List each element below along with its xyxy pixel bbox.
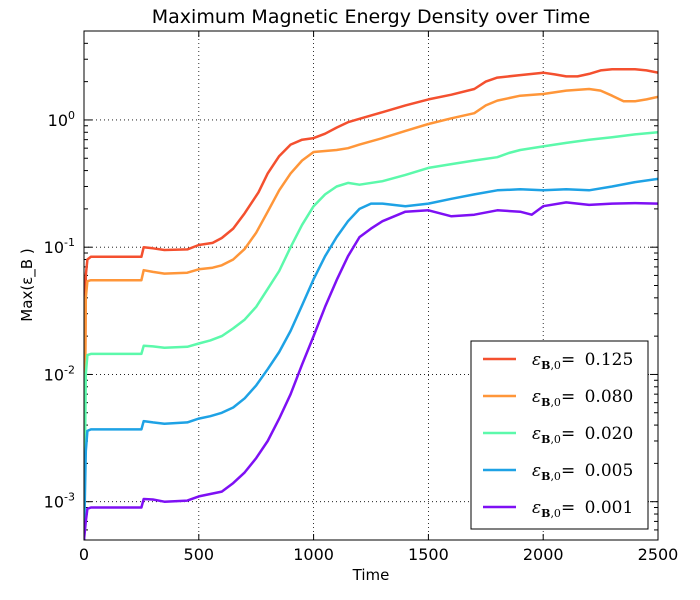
x-tick-label: 500	[184, 545, 215, 564]
legend-value: 0.080	[585, 387, 634, 407]
y-tick-label: 100	[48, 109, 75, 130]
y-tick-exponent: 0	[68, 109, 75, 122]
x-axis-label: Time	[352, 566, 390, 584]
y-tick-base: 10	[44, 493, 64, 512]
legend-entry-3: εB,0= 0.005	[532, 461, 633, 483]
legend-entry-4: εB,0= 0.001	[532, 498, 633, 520]
plot-frame	[83, 30, 659, 541]
y-tick-label: 10-1	[44, 236, 75, 257]
chart-title: Maximum Magnetic Energy Density over Tim…	[152, 6, 590, 28]
y-tick-base: 10	[44, 365, 64, 384]
x-tick-label: 2000	[523, 545, 564, 564]
legend-entry-1: εB,0= 0.080	[532, 387, 633, 409]
series-lines	[84, 68, 658, 540]
x-tick-label: 1500	[408, 545, 449, 564]
y-tick-label: 10-2	[44, 363, 75, 384]
legend-value: 0.125	[585, 350, 634, 370]
legend-value: 0.001	[585, 498, 634, 518]
legend-entry-0: εB,0= 0.125	[532, 350, 633, 372]
y-tick-exponent: -3	[64, 491, 75, 504]
y-tick-exponent: -2	[64, 363, 75, 376]
y-tick-base: 10	[44, 238, 64, 257]
x-tick-label: 0	[79, 545, 89, 564]
x-tick-label: 1000	[293, 545, 334, 564]
series-line-4	[84, 201, 658, 540]
legend: εB,0= 0.125 εB,0= 0.080 εB,0= 0.020 εB,0= 0…	[470, 340, 649, 530]
series-line-0	[84, 68, 658, 540]
legend-box	[470, 340, 649, 530]
legend-entry-2: εB,0= 0.020	[532, 424, 633, 446]
y-tick-label: 10-3	[44, 491, 75, 512]
legend-value: 0.005	[585, 461, 634, 481]
series-line-2	[84, 131, 658, 540]
x-tick-label: 2500	[638, 545, 679, 564]
legend-value: 0.020	[585, 424, 634, 444]
y-axis-label: Max(ε_B )	[18, 248, 37, 321]
y-tick-base: 10	[48, 111, 68, 130]
series-line-1	[84, 87, 658, 540]
series-line-3	[84, 177, 658, 540]
y-tick-exponent: -1	[64, 236, 75, 249]
